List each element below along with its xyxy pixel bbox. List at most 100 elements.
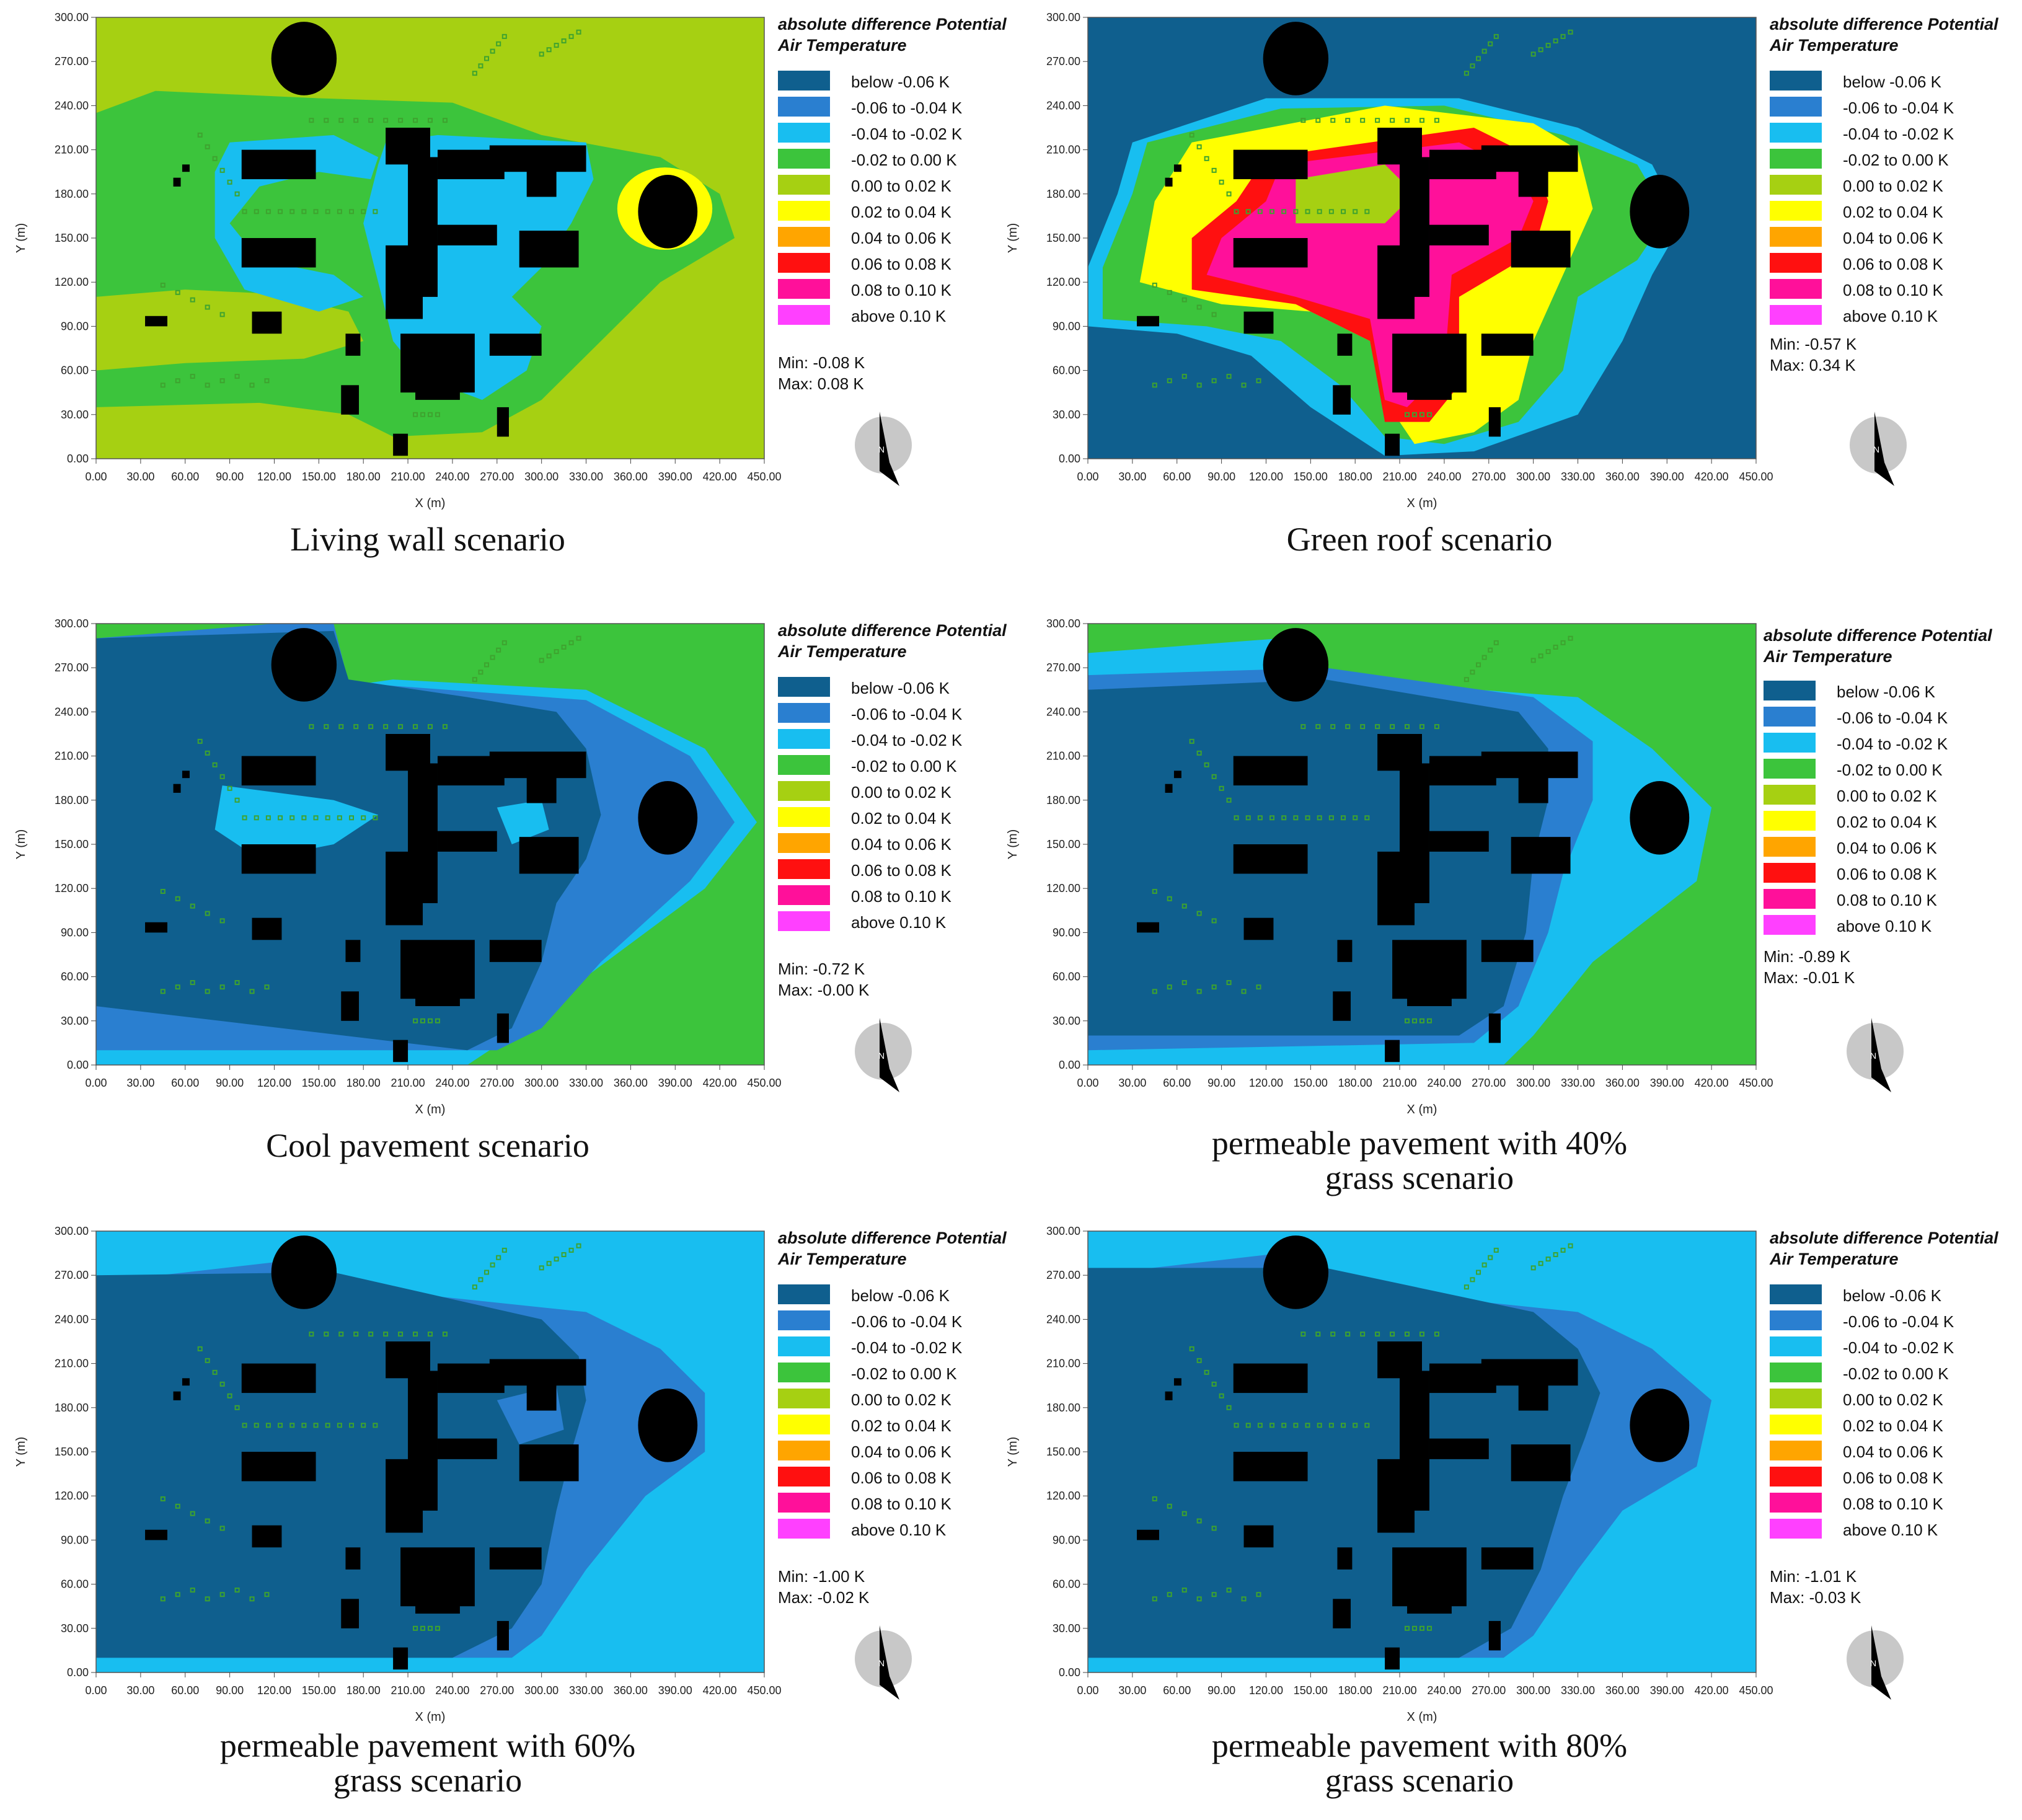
y-axis-label: Y (m) (14, 1437, 28, 1467)
tree-marker (1560, 1247, 1566, 1253)
legend-swatch (778, 149, 830, 169)
legend-label: 0.04 to 0.06 K (851, 835, 951, 854)
tree-marker (368, 724, 374, 730)
building (393, 1647, 408, 1670)
tree-marker (1493, 33, 1499, 39)
tree-marker (1234, 209, 1239, 214)
tree-marker (264, 1592, 270, 1597)
x-tick-label: 0.00 (1077, 470, 1098, 483)
tree-marker (1226, 980, 1232, 986)
legend-label: -0.04 to -0.02 K (1843, 1338, 1954, 1357)
x-tick-label: 120.00 (1249, 1684, 1283, 1697)
tree-marker (435, 1018, 440, 1023)
tree-marker (325, 815, 330, 821)
zone-cell (1206, 142, 1534, 407)
caption-line: permeable pavement with 60% (219, 1727, 636, 1764)
tree-marker (289, 1423, 295, 1428)
y-tick-label: 60.00 (1053, 364, 1080, 377)
legend-swatch (1770, 253, 1822, 273)
legend-label: 0.08 to 0.10 K (1837, 891, 1937, 909)
legend-label: 0.02 to 0.04 K (1837, 813, 1937, 831)
legend-swatch (778, 71, 830, 91)
max-value: Max: -0.01 K (1764, 968, 1855, 987)
x-tick-label: 210.00 (1383, 1684, 1417, 1697)
north-arrow-icon: N (1850, 412, 1907, 486)
x-tick-label: 150.00 (1294, 470, 1328, 483)
tree-marker (289, 209, 295, 214)
legend-swatch (1770, 1415, 1822, 1434)
tree-marker (1167, 1592, 1172, 1597)
y-tick-label: 150.00 (55, 838, 89, 850)
building (1630, 1388, 1690, 1462)
tree-marker (1360, 118, 1366, 123)
x-tick-label: 360.00 (614, 1077, 648, 1089)
legend-label: below -0.06 K (851, 679, 950, 697)
y-tick-label: 300.00 (55, 617, 89, 630)
x-tick-label: 0.00 (85, 470, 107, 483)
tree-marker (490, 655, 495, 660)
x-tick-label: 300.00 (524, 470, 558, 483)
legend-label: 0.02 to 0.04 K (851, 203, 951, 221)
building (386, 245, 423, 319)
legend-label: 0.00 to 0.02 K (851, 1390, 951, 1409)
tree-marker (324, 724, 329, 730)
y-tick-label: 60.00 (1053, 1578, 1080, 1591)
legend-label: below -0.06 K (1843, 1286, 1941, 1305)
legend-label: -0.06 to -0.04 K (851, 99, 963, 117)
tree-marker (234, 374, 240, 379)
tree-marker (1219, 785, 1224, 791)
building (252, 1525, 282, 1548)
caption-line: permeable pavement with 80% (1211, 1727, 1628, 1764)
tree-marker (501, 640, 507, 645)
tree-marker (539, 51, 544, 57)
y-tick-label: 210.00 (1046, 1358, 1080, 1370)
tree-marker (1419, 724, 1424, 730)
y-tick-label: 210.00 (55, 750, 89, 762)
building (497, 1620, 509, 1651)
y-axis-label: Y (m) (1006, 1437, 1020, 1467)
x-tick-label: 240.00 (435, 470, 469, 483)
tree-marker (254, 209, 259, 214)
tree-marker (227, 785, 232, 791)
tree-marker (420, 1625, 426, 1631)
building (489, 940, 542, 962)
tree-marker (1226, 374, 1232, 379)
building (252, 311, 282, 334)
legend-swatch (778, 807, 830, 827)
legend-label: below -0.06 K (1837, 682, 1935, 701)
heatmap-plot: 0.00 30.00 60.00 90.00 120.00 150.00 180.00 210… (1006, 1225, 1773, 1724)
y-tick-label: 240.00 (55, 99, 89, 112)
y-tick-label: 270.00 (55, 55, 89, 68)
building (182, 771, 190, 779)
tree-marker (1189, 132, 1194, 138)
legend-swatch (1764, 707, 1816, 727)
y-tick-label: 210.00 (1046, 144, 1080, 156)
legend-swatch (1770, 71, 1822, 91)
x-tick-label: 270.00 (480, 1684, 514, 1697)
y-tick-label: 0.00 (67, 1666, 89, 1679)
tree-marker (1426, 1625, 1432, 1631)
legend-swatch (778, 859, 830, 879)
tree-marker (313, 815, 319, 821)
tree-marker (554, 43, 559, 48)
legend-label: -0.02 to 0.00 K (1843, 1364, 1949, 1383)
tree-marker (490, 48, 495, 54)
tree-marker (490, 1262, 495, 1268)
tree-marker (1464, 1284, 1469, 1290)
x-tick-label: 360.00 (614, 1684, 648, 1697)
tree-marker (496, 1255, 501, 1260)
tree-marker (413, 1018, 418, 1023)
tree-marker (1293, 209, 1299, 214)
tree-marker (337, 815, 342, 821)
tree-marker (1328, 209, 1334, 214)
y-tick-label: 120.00 (1046, 276, 1080, 288)
legend-label: 0.00 to 0.02 K (851, 783, 951, 802)
tree-marker (398, 724, 404, 730)
legend-label: above 0.10 K (851, 913, 947, 932)
zone-cell (214, 785, 379, 859)
zone-cell (96, 289, 364, 371)
legend: absolute difference Potential Air Temper… (1770, 1227, 1998, 1607)
tree-marker (1375, 118, 1380, 123)
x-tick-label: 120.00 (257, 470, 291, 483)
tree-marker (1167, 896, 1172, 901)
